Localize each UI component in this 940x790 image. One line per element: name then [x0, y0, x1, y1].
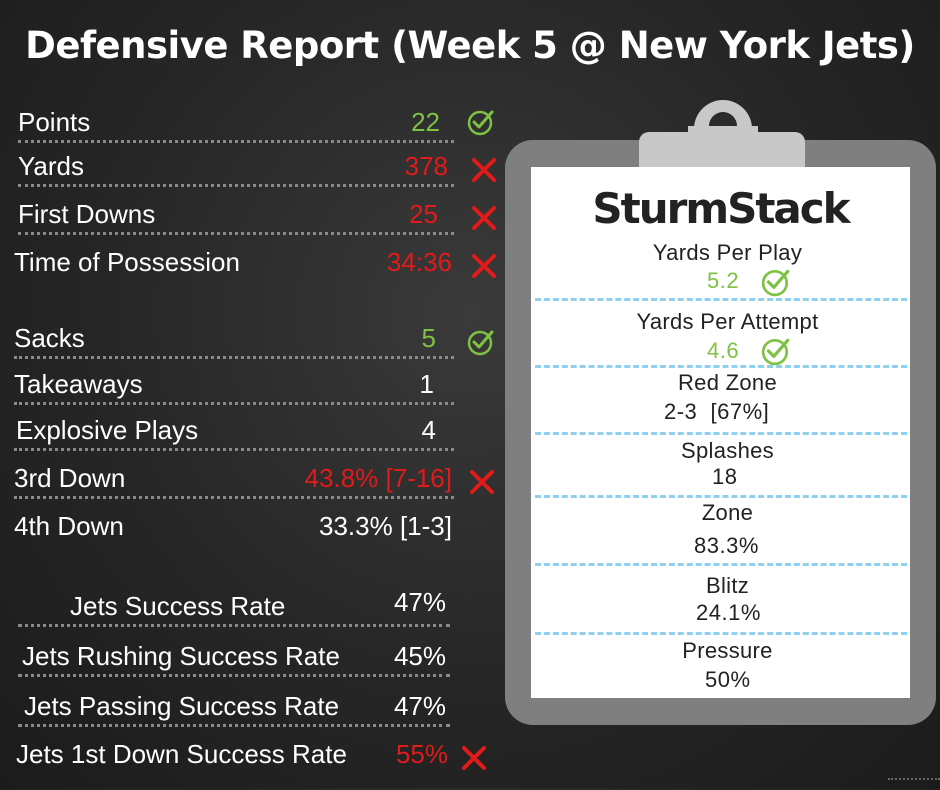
stat-row-sacks: Sacks 5	[14, 312, 454, 359]
stat-row-3rd-down: 3rd Down 43.8% [7-16]	[14, 452, 454, 499]
clipboard-stat-label: Yards Per Attempt	[636, 309, 819, 334]
brand-logo: SturmStack	[592, 184, 850, 233]
stat-label: Yards	[18, 151, 84, 181]
page-title: Defensive Report (Week 5 @ New York Jets…	[25, 24, 915, 67]
decorative-divider	[888, 778, 940, 790]
stat-value: 5	[421, 323, 436, 353]
stat-label: Jets Success Rate	[70, 591, 286, 621]
x-icon	[472, 206, 496, 230]
stat-row-jets-passing-success-rate: Jets Passing Success Rate 47%	[18, 680, 450, 727]
clipboard-stat-label: Red Zone	[677, 370, 777, 395]
divider	[535, 432, 907, 435]
divider	[535, 365, 907, 368]
stat-row-4th-down: 4th Down 33.3% [1-3]	[14, 500, 454, 544]
check-circle-icon	[467, 110, 494, 136]
stat-row-explosive-plays: Explosive Plays 4	[14, 404, 454, 451]
stat-row-time-of-possession: Time of Possession 34:36	[14, 236, 454, 280]
clipboard-stat-label: Zone	[701, 500, 754, 525]
stat-value: 47%	[393, 691, 446, 721]
clipboard-stat-label: Splashes	[681, 438, 774, 463]
stat-value: 33.3% [1-3]	[319, 511, 452, 541]
stat-row-jets-1st-down-success-rate: Jets 1st Down Success Rate 55%	[16, 728, 450, 772]
stat-row-yards: Yards 378	[18, 140, 454, 187]
stat-value: 22	[411, 107, 440, 137]
clipboard-stat-value: 50%	[705, 667, 751, 692]
stat-value: 378	[404, 151, 448, 181]
divider	[535, 632, 907, 635]
stat-label: Points	[18, 107, 91, 137]
stat-value: 25	[409, 199, 438, 229]
clipboard-stat-value: 2-3 [67%]	[664, 399, 770, 424]
clipboard-stat-value: 4.6	[707, 338, 740, 363]
clipboard-stat-value: 83.3%	[694, 533, 759, 558]
check-circle-icon	[761, 269, 790, 297]
x-icon	[472, 158, 496, 182]
stat-label: Takeaways	[14, 369, 143, 399]
stat-label: First Downs	[18, 199, 156, 229]
stat-value: 34:36	[386, 247, 452, 277]
stat-row-jets-rushing-success-rate: Jets Rushing Success Rate 45%	[18, 630, 450, 677]
stat-label: Jets Rushing Success Rate	[22, 641, 340, 671]
stat-value: 47%	[393, 587, 446, 617]
stat-value: 55%	[395, 739, 448, 769]
stat-value: 45%	[393, 641, 446, 671]
stat-label: Time of Possession	[14, 247, 240, 277]
x-icon	[462, 746, 486, 770]
check-circle-icon	[467, 330, 494, 356]
stat-row-first-downs: First Downs 25	[18, 188, 454, 235]
clipboard-stat-value: 18	[712, 464, 738, 489]
x-icon	[472, 254, 496, 278]
divider	[535, 495, 907, 498]
stat-label: 3rd Down	[14, 463, 126, 493]
clipboard-stat-value: 5.2	[707, 268, 740, 293]
stat-label: Sacks	[14, 323, 85, 353]
clipboard-stat-label: Yards Per Play	[652, 240, 803, 265]
stat-value: 1	[419, 369, 434, 399]
stat-value: 4	[421, 415, 436, 445]
check-circle-icon	[761, 338, 790, 366]
stat-value: 43.8% [7-16]	[304, 463, 452, 493]
stat-label: Explosive Plays	[16, 415, 199, 445]
x-icon	[470, 470, 494, 494]
clipboard-stat-label: Pressure	[682, 638, 773, 663]
stat-row-jets-success-rate: Jets Success Rate 47%	[18, 580, 450, 627]
clipboard-stat-label: Blitz	[705, 573, 750, 598]
divider	[535, 298, 907, 301]
clipboard-stat-value: 24.1%	[696, 600, 761, 625]
stat-label: 4th Down	[14, 511, 124, 541]
stat-label: Jets 1st Down Success Rate	[16, 739, 347, 769]
stat-row-points: Points 22	[18, 96, 454, 143]
divider	[535, 563, 907, 566]
stat-label: Jets Passing Success Rate	[24, 691, 340, 721]
stat-row-takeaways: Takeaways 1	[14, 358, 454, 405]
